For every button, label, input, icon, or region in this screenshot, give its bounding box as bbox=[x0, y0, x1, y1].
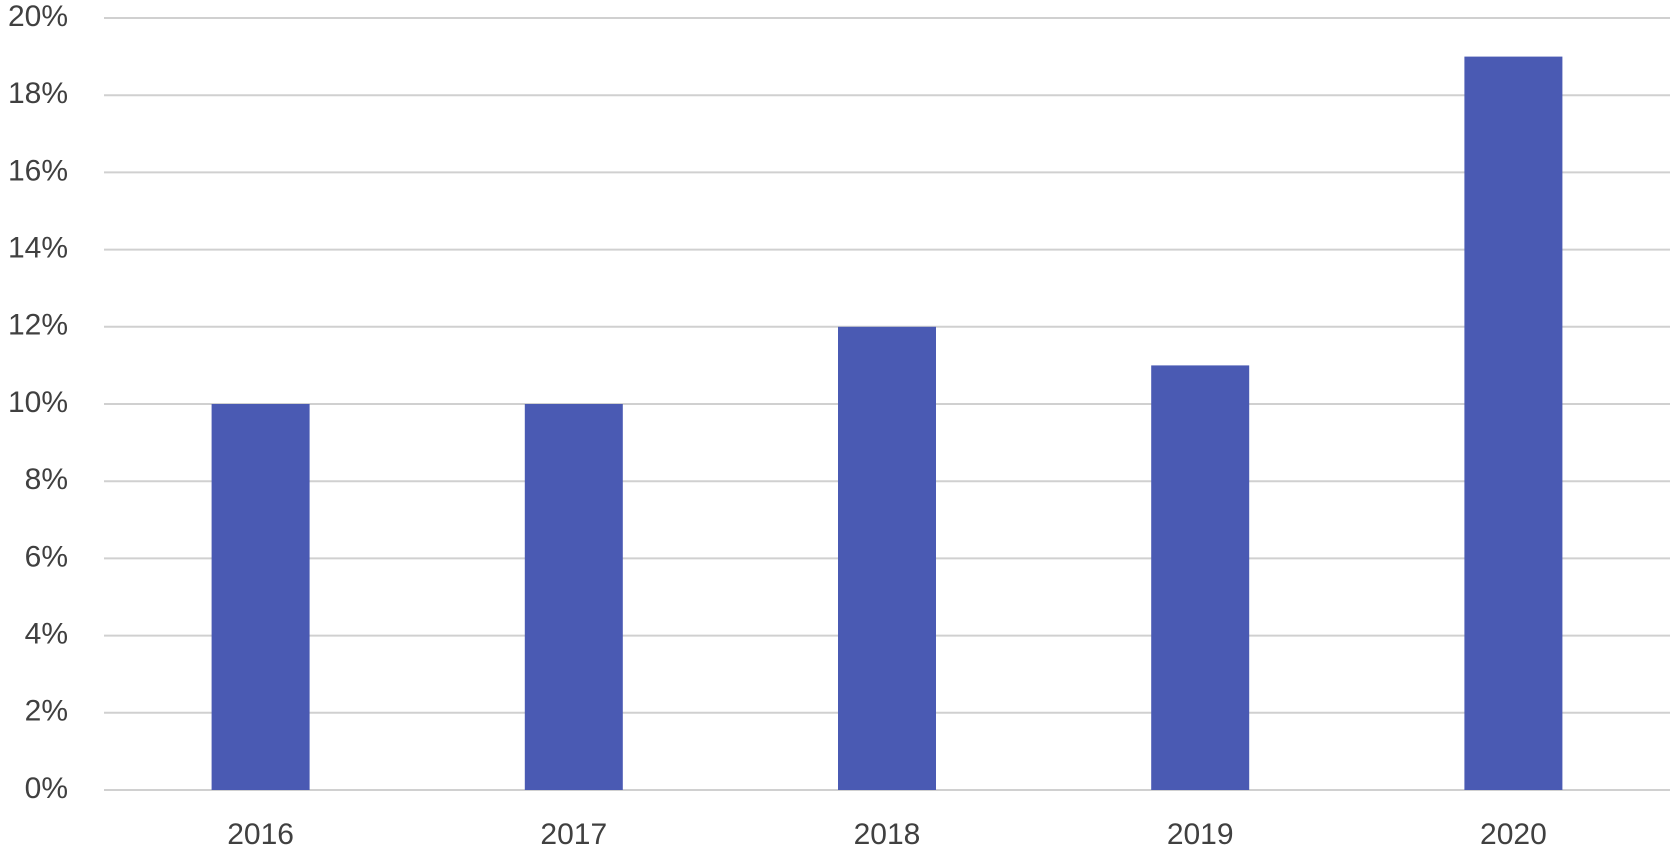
y-tick-label: 20% bbox=[8, 0, 68, 33]
x-tick-label: 2020 bbox=[1480, 818, 1547, 851]
y-tick-label: 4% bbox=[25, 618, 68, 651]
bar bbox=[1464, 56, 1563, 791]
bar bbox=[211, 404, 310, 790]
y-tick-label: 18% bbox=[8, 77, 68, 110]
x-tick-label: 2016 bbox=[227, 818, 294, 851]
y-tick-label: 12% bbox=[8, 309, 68, 342]
bar bbox=[838, 326, 936, 790]
x-tick-label: 2017 bbox=[540, 818, 607, 851]
y-tick-label: 6% bbox=[25, 540, 68, 573]
y-tick-label: 10% bbox=[8, 386, 68, 419]
x-tick-label: 2018 bbox=[854, 818, 921, 851]
y-tick-label: 0% bbox=[25, 772, 68, 805]
y-tick-label: 2% bbox=[25, 695, 68, 728]
y-tick-label: 8% bbox=[25, 463, 68, 496]
y-tick-label: 14% bbox=[8, 232, 68, 265]
bar bbox=[1151, 365, 1250, 790]
bar bbox=[524, 404, 623, 790]
y-tick-label: 16% bbox=[8, 154, 68, 187]
x-tick-label: 2019 bbox=[1167, 818, 1234, 851]
